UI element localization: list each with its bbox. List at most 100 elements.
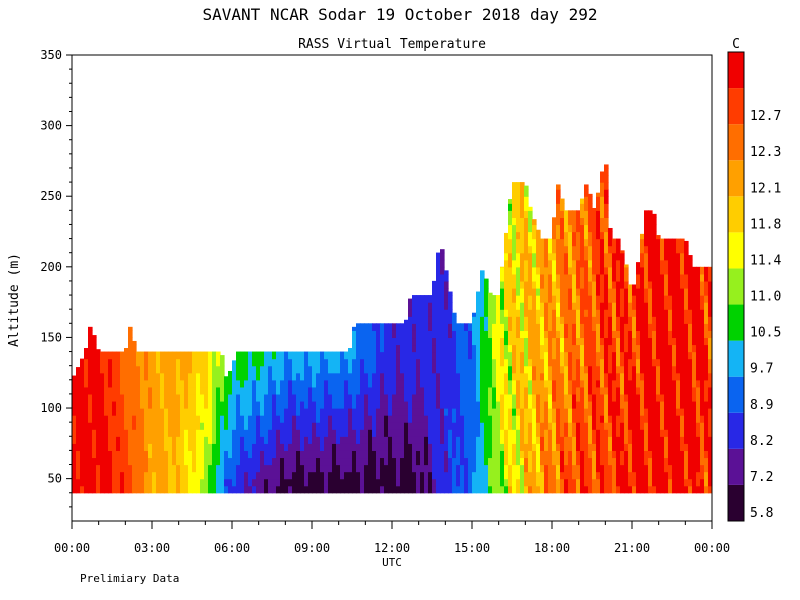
field-cell — [168, 415, 173, 423]
field-cell — [136, 372, 141, 381]
field-cell — [604, 471, 609, 480]
field-cell — [600, 280, 605, 289]
field-cell — [236, 422, 241, 430]
field-cell — [480, 270, 485, 275]
field-cell — [552, 266, 557, 275]
field-cell — [264, 450, 269, 459]
field-cell — [636, 323, 641, 331]
field-cell — [260, 408, 265, 416]
field-cell — [708, 365, 712, 374]
field-cell — [656, 408, 661, 416]
field-cell — [368, 379, 373, 388]
field-cell — [336, 408, 341, 416]
field-cell — [204, 471, 209, 480]
field-cell — [708, 323, 712, 331]
field-cell — [680, 400, 685, 409]
field-cell — [404, 408, 409, 416]
field-cell — [432, 330, 437, 339]
field-cell — [216, 443, 221, 451]
field-cell — [444, 400, 449, 409]
field-cell — [516, 471, 521, 480]
field-cell — [84, 485, 89, 494]
field-cell — [612, 408, 617, 416]
field-cell — [616, 252, 621, 261]
field-cell — [460, 379, 465, 388]
field-cell — [180, 393, 185, 402]
field-cell — [560, 365, 565, 374]
field-cell — [220, 478, 225, 487]
field-cell — [540, 358, 545, 367]
field-cell — [80, 386, 85, 395]
field-cell — [616, 323, 621, 331]
field-cell — [416, 485, 421, 494]
field-cell — [648, 302, 653, 310]
field-cell — [176, 386, 181, 395]
field-cell — [616, 400, 621, 409]
field-cell — [596, 266, 601, 275]
field-cell — [620, 337, 625, 346]
field-cell — [708, 344, 712, 353]
field-cell — [224, 379, 229, 388]
field-cell — [600, 372, 605, 381]
field-cell — [656, 330, 661, 339]
field-cell — [140, 471, 145, 480]
field-cell — [448, 344, 453, 353]
field-cell — [332, 415, 337, 423]
field-cell — [584, 471, 589, 480]
field-cell — [376, 415, 381, 423]
field-cell — [508, 457, 513, 466]
field-cell — [600, 457, 605, 466]
field-cell — [188, 478, 193, 487]
field-cell — [284, 379, 289, 388]
field-cell — [616, 288, 621, 296]
field-cell — [620, 351, 625, 360]
field-cell — [572, 471, 577, 480]
field-cell — [452, 337, 457, 346]
field-cell — [180, 443, 185, 451]
field-cell — [384, 372, 389, 381]
field-cell — [460, 372, 465, 381]
field-cell — [460, 450, 465, 459]
field-cell — [168, 443, 173, 451]
field-cell — [568, 302, 573, 310]
field-cell — [612, 337, 617, 346]
field-cell — [668, 365, 673, 374]
field-cell — [644, 288, 649, 296]
field-cell — [504, 337, 509, 346]
field-cell — [600, 182, 605, 190]
field-cell — [696, 302, 701, 310]
field-cell — [384, 365, 389, 374]
field-cell — [688, 422, 693, 430]
field-cell — [692, 344, 697, 353]
field-cell — [120, 443, 125, 451]
field-cell — [432, 344, 437, 353]
field-cell — [200, 379, 205, 388]
field-cell — [692, 365, 697, 374]
field-cell — [660, 485, 665, 494]
field-cell — [128, 415, 133, 423]
field-cell — [152, 471, 157, 480]
field-cell — [152, 415, 157, 423]
field-cell — [312, 400, 317, 409]
field-cell — [508, 400, 513, 409]
field-cell — [608, 408, 613, 416]
field-cell — [604, 288, 609, 296]
field-cell — [544, 393, 549, 402]
field-cell — [664, 436, 669, 444]
field-cell — [224, 443, 229, 451]
field-cell — [476, 344, 481, 353]
field-cell — [652, 478, 657, 487]
field-cell — [484, 288, 489, 296]
field-cell — [520, 330, 525, 339]
field-cell — [488, 295, 493, 303]
field-cell — [116, 408, 121, 416]
field-cell — [504, 330, 509, 339]
field-cell — [468, 415, 473, 423]
field-cell — [112, 485, 117, 494]
field-cell — [624, 386, 629, 395]
field-cell — [480, 358, 485, 367]
field-cell — [520, 189, 525, 197]
field-cell — [604, 372, 609, 381]
x-axis-label: UTC — [382, 556, 402, 569]
